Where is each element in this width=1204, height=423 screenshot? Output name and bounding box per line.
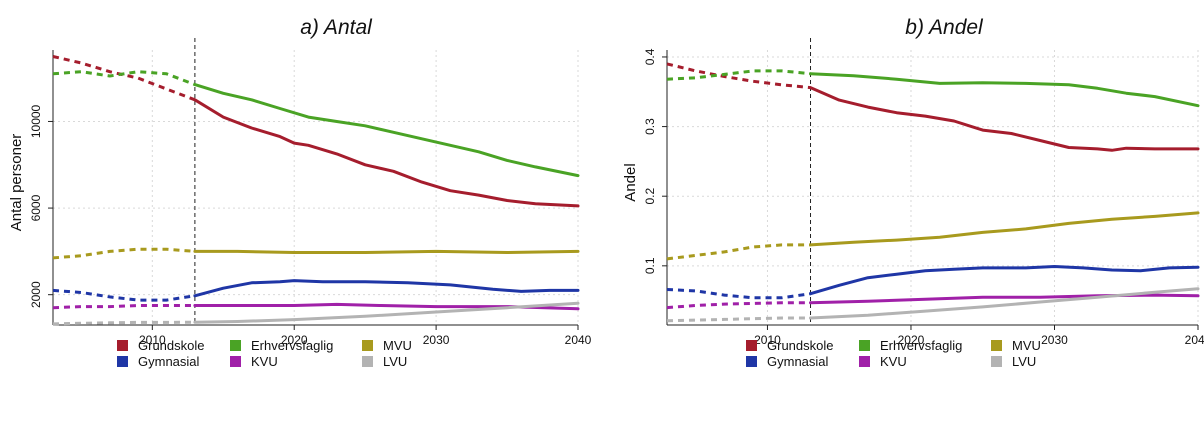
legend-item-erhvervsfaglig: Erhvervsfaglig [859, 338, 962, 353]
x-tick-label: 2040 [1185, 333, 1204, 347]
legend-label: KVU [880, 354, 907, 369]
y-tick-label: 0.2 [643, 188, 657, 205]
legend-item-gymnasial: Gymnasial [746, 354, 828, 369]
legend-item-lvu: LVU [991, 354, 1036, 369]
series-line-projection-kvu [193, 302, 580, 311]
series-line-projection-kvu [809, 293, 1200, 305]
chart-a-title: a) Antal [300, 16, 372, 39]
series-line-historic-lvu [666, 316, 811, 323]
legend-swatch [230, 356, 241, 367]
series-line-projection-lvu [193, 301, 580, 324]
series-line-historic-gymnasial [666, 288, 811, 300]
legend-item-kvu: KVU [230, 354, 278, 369]
x-tick-label: 2010 [139, 333, 166, 347]
series-line-historic-grundskole [666, 62, 811, 90]
chart-a: 2010 2020 2030 2040 2000 6000 10000 Antal perso… [8, 38, 592, 347]
series-line-projection-lvu [809, 287, 1200, 320]
y-tick-label: 2000 [29, 281, 43, 308]
legend-label: Erhvervsfaglig [880, 338, 963, 353]
legend-swatch [230, 340, 241, 351]
series-line-projection-erhvervsfaglig [193, 83, 580, 178]
series-line-historic-grundskole [52, 55, 196, 102]
y-tick-label: 0.4 [643, 48, 657, 65]
y-tick-label: 0.1 [643, 257, 657, 274]
legend-swatch [859, 356, 870, 367]
series-line-historic-lvu [52, 320, 195, 326]
legend-swatch [859, 340, 870, 351]
legend-swatch [746, 340, 757, 351]
x-tick-label: 2030 [423, 333, 450, 347]
y-tick-label: 0.3 [643, 118, 657, 135]
series-line-projection-erhvervsfaglig [809, 72, 1200, 108]
legend-label: Grundskole [138, 338, 205, 353]
legend-item-gymnasial: Gymnasial [117, 354, 199, 369]
x-tick-label: 2010 [754, 333, 781, 347]
legend-label: LVU [1012, 354, 1037, 369]
legend-swatch [746, 356, 757, 367]
x-tick-label: 2040 [565, 333, 592, 347]
series-line-historic-mvu [52, 247, 196, 260]
series-line-historic-kvu [52, 304, 195, 310]
series-line-historic-erhvervsfaglig [52, 70, 196, 87]
series-line-projection-gymnasial [193, 279, 580, 298]
series-line-historic-mvu [666, 243, 811, 261]
legend-label: Erhvervsfaglig [251, 338, 334, 353]
legend-item-kvu: KVU [859, 354, 907, 369]
y-tick-label: 6000 [29, 194, 43, 221]
legend-item-lvu: LVU [362, 354, 407, 369]
legend-swatch [117, 356, 128, 367]
legend-label: Gymnasial [767, 354, 829, 369]
series-line-projection-mvu [193, 249, 580, 254]
legend-label: Gymnasial [138, 354, 200, 369]
legend-item-grundskole: Grundskole [117, 338, 204, 353]
legend-swatch [991, 356, 1002, 367]
series-line-historic-kvu [666, 301, 811, 310]
chart-b: 2010 2020 2030 2040 0.1 0.2 0.3 0.4 Andel [622, 38, 1204, 347]
series-line-historic-gymnasial [52, 288, 196, 302]
legend-item-mvu: MVU [362, 338, 412, 353]
y-axis-title: Antal personer [8, 134, 25, 232]
legend-label: KVU [251, 354, 278, 369]
legend-label: Grundskole [767, 338, 834, 353]
series-line-projection-mvu [809, 211, 1200, 247]
x-tick-label: 2020 [281, 333, 308, 347]
legend-swatch [362, 356, 373, 367]
legend-swatch [117, 340, 128, 351]
chart-b-title: b) Andel [905, 16, 983, 39]
legend-label: LVU [383, 354, 408, 369]
legend-label: MVU [1012, 338, 1041, 353]
legend-item-erhvervsfaglig: Erhvervsfaglig [230, 338, 333, 353]
legend-label: MVU [383, 338, 412, 353]
legend-swatch [362, 340, 373, 351]
series-line-projection-grundskole [809, 86, 1200, 152]
series-line-historic-erhvervsfaglig [666, 69, 811, 81]
y-tick-label: 10000 [29, 104, 43, 138]
x-tick-label: 2030 [1041, 333, 1068, 347]
legend-item-mvu: MVU [991, 338, 1041, 353]
y-axis-title: Andel [622, 163, 639, 201]
x-tick-label: 2020 [898, 333, 925, 347]
legend-swatch [991, 340, 1002, 351]
legend-item-grundskole: Grundskole [746, 338, 833, 353]
series-line-projection-grundskole [193, 98, 580, 208]
series-line-projection-gymnasial [809, 265, 1200, 296]
